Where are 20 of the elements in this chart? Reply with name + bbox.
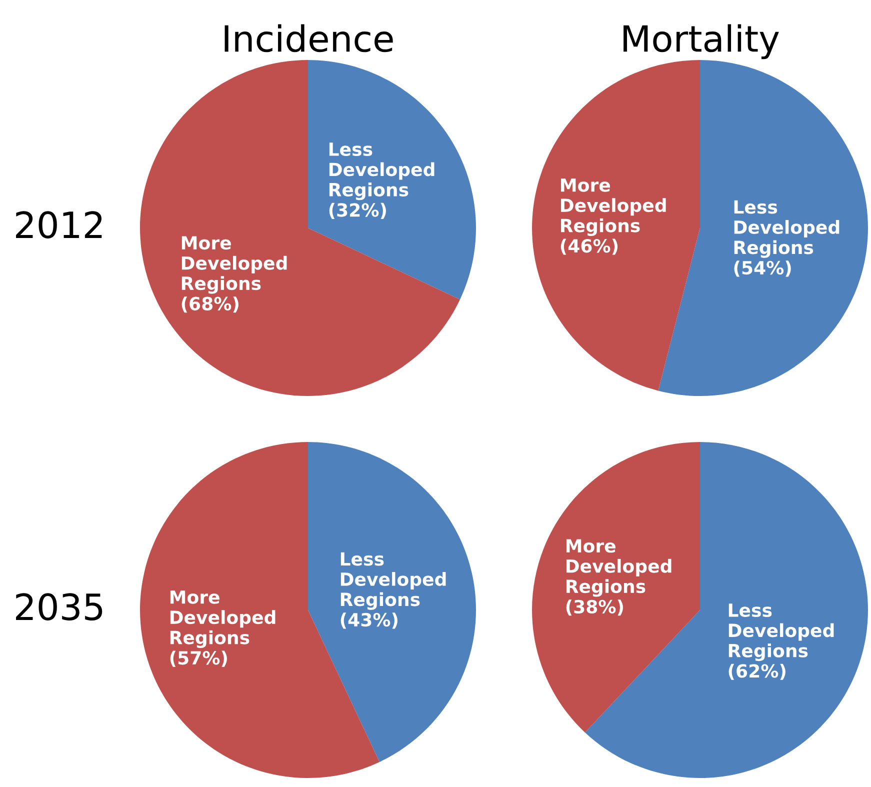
data-label: (32%): [329, 202, 386, 219]
slice-label: Less Developed Regions: [329, 142, 434, 200]
text: 2012: [16, 211, 102, 238]
data-label: (46%): [560, 238, 618, 255]
data-label: (43%): [340, 612, 398, 629]
data-label: (62%): [728, 664, 786, 680]
slice-label: Less Developed Regions: [728, 604, 834, 662]
slice-label: Less Developed Regions: [734, 200, 840, 258]
data-label: (38%): [566, 600, 623, 616]
chart-title: Mortality: [624, 24, 779, 60]
slice-label: Less Developed Regions: [340, 552, 446, 610]
slice-label: More Developed Regions: [170, 590, 276, 648]
data-label: (68%): [182, 296, 238, 313]
slice-label: More Developed Regions: [561, 178, 666, 236]
slice-label: More Developed Regions: [182, 236, 287, 294]
slice-label: More Developed Regions: [566, 539, 672, 597]
data-label: (54%): [734, 260, 791, 277]
chart-title: Incidence: [224, 24, 393, 52]
text: 2035: [16, 593, 102, 620]
data-label: (57%): [170, 650, 227, 667]
